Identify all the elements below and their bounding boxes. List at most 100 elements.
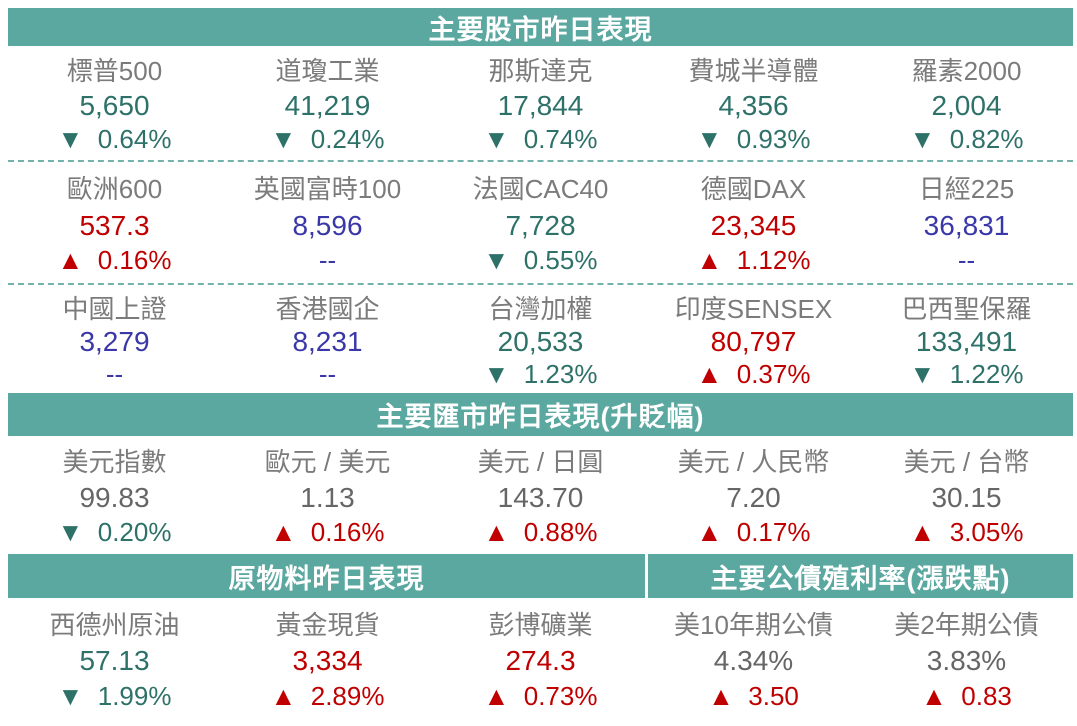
quote-value: 80,797 bbox=[710, 326, 797, 357]
quote-name: 美元 / 台幣 bbox=[903, 447, 1030, 477]
quote-change: ▲ 0.17% bbox=[696, 517, 811, 547]
quote-value: 23,345 bbox=[710, 209, 797, 241]
quote-name: 美元 / 人民幣 bbox=[677, 447, 830, 477]
quote-name: 德國DAX bbox=[700, 173, 807, 204]
quote-value: 57.13 bbox=[79, 645, 150, 676]
quote-change: ▼ 0.24% bbox=[270, 124, 385, 154]
quote-value: 8,231 bbox=[292, 326, 363, 357]
quote-value: 7,728 bbox=[505, 209, 576, 241]
quote-name: 巴西聖保羅 bbox=[901, 293, 1032, 324]
quote-change: ▼ 0.55% bbox=[483, 245, 598, 276]
quote-value: 41,219 bbox=[284, 90, 371, 121]
quote-change: ▼ 0.74% bbox=[483, 124, 598, 154]
quote-change: -- bbox=[318, 358, 337, 389]
quote-value: 36,831 bbox=[923, 209, 1010, 241]
stocks-row-2: 歐洲600 537.3 ▲ 0.16% 英國富時100 8,596 -- 法國C… bbox=[8, 160, 1073, 283]
quote-change: -- bbox=[105, 358, 124, 389]
quote-value: 133,491 bbox=[915, 326, 1018, 357]
commodities-section-header: 原物料昨日表現 bbox=[8, 554, 645, 598]
quote-name: 標普500 bbox=[66, 56, 163, 86]
quote-cell: 標普500 5,650 ▼ 0.64% bbox=[8, 46, 221, 160]
quote-cell: 美元 / 人民幣 7.20 ▲ 0.17% bbox=[647, 436, 860, 554]
quote-change: ▼ 0.64% bbox=[57, 124, 172, 154]
quote-change: ▼ 1.23% bbox=[483, 358, 598, 389]
market-dashboard: 主要股市昨日表現 標普500 5,650 ▼ 0.64% 道瓊工業 41,219… bbox=[8, 8, 1073, 718]
fx-section-header: 主要匯市昨日表現(升貶幅) bbox=[8, 393, 1073, 436]
quote-cell: 道瓊工業 41,219 ▼ 0.24% bbox=[221, 46, 434, 160]
quote-change: ▲ 0.37% bbox=[696, 358, 811, 389]
quote-value: 3,279 bbox=[79, 326, 150, 357]
quote-cell: 黃金現貨 3,334 ▲ 2.89% bbox=[221, 598, 434, 718]
quote-cell: 美2年期公債 3.83% ▲ 0.83 bbox=[860, 598, 1073, 718]
quote-change: ▲ 3.05% bbox=[909, 517, 1024, 547]
quote-name: 彭博礦業 bbox=[488, 609, 593, 640]
quote-change: ▲ 3.50 bbox=[708, 680, 799, 711]
quote-value: 17,844 bbox=[497, 90, 584, 121]
quote-name: 西德州原油 bbox=[49, 609, 180, 640]
bonds-section-header: 主要公債殖利率(漲跌點) bbox=[648, 554, 1073, 598]
quote-name: 歐洲600 bbox=[66, 173, 163, 204]
quote-change: -- bbox=[957, 245, 976, 276]
quote-value: 143.70 bbox=[497, 482, 584, 513]
quote-name: 道瓊工業 bbox=[275, 56, 380, 86]
quote-cell: 西德州原油 57.13 ▼ 1.99% bbox=[8, 598, 221, 718]
quote-value: 4.34% bbox=[713, 645, 794, 676]
quote-cell: 日經225 36,831 -- bbox=[860, 162, 1073, 283]
quote-cell: 美元指數 99.83 ▼ 0.20% bbox=[8, 436, 221, 554]
quote-change: ▲ 1.12% bbox=[696, 245, 811, 276]
quote-change: ▲ 0.73% bbox=[483, 680, 598, 711]
stocks-row-3: 中國上證 3,279 -- 香港國企 8,231 -- 台灣加權 20,533 … bbox=[8, 283, 1073, 393]
quote-cell: 德國DAX 23,345 ▲ 1.12% bbox=[647, 162, 860, 283]
quote-change: ▲ 0.16% bbox=[270, 517, 385, 547]
quote-cell: 美元 / 台幣 30.15 ▲ 3.05% bbox=[860, 436, 1073, 554]
stocks-row-1: 標普500 5,650 ▼ 0.64% 道瓊工業 41,219 ▼ 0.24% … bbox=[8, 46, 1073, 160]
quote-value: 1.13 bbox=[300, 482, 355, 513]
quote-name: 美10年期公債 bbox=[674, 609, 833, 640]
quote-change: ▼ 0.82% bbox=[909, 124, 1024, 154]
quote-cell: 彭博礦業 274.3 ▲ 0.73% bbox=[434, 598, 647, 718]
quote-change: -- bbox=[318, 245, 337, 276]
commodities-bonds-row: 西德州原油 57.13 ▼ 1.99% 黃金現貨 3,334 ▲ 2.89% 彭… bbox=[8, 598, 1073, 718]
quote-change: ▼ 1.22% bbox=[909, 358, 1024, 389]
quote-change: ▼ 0.93% bbox=[696, 124, 811, 154]
quote-name: 台灣加權 bbox=[488, 293, 593, 324]
quote-change: ▼ 1.99% bbox=[57, 680, 172, 711]
quote-cell: 香港國企 8,231 -- bbox=[221, 285, 434, 393]
section-title: 主要匯市昨日表現(升貶幅) bbox=[376, 402, 705, 432]
quote-value: 274.3 bbox=[505, 645, 576, 676]
quote-cell: 那斯達克 17,844 ▼ 0.74% bbox=[434, 46, 647, 160]
quote-cell: 中國上證 3,279 -- bbox=[8, 285, 221, 393]
quote-name: 印度SENSEX bbox=[674, 293, 833, 324]
quote-cell: 台灣加權 20,533 ▼ 1.23% bbox=[434, 285, 647, 393]
quote-value: 7.20 bbox=[726, 482, 781, 513]
quote-cell: 印度SENSEX 80,797 ▲ 0.37% bbox=[647, 285, 860, 393]
quote-name: 美元指數 bbox=[62, 447, 167, 477]
quote-cell: 美元 / 日圓 143.70 ▲ 0.88% bbox=[434, 436, 647, 554]
quote-name: 費城半導體 bbox=[688, 56, 819, 86]
quote-name: 羅素2000 bbox=[911, 56, 1022, 86]
bottom-section-headers: 原物料昨日表現 主要公債殖利率(漲跌點) bbox=[8, 554, 1073, 598]
quote-name: 香港國企 bbox=[275, 293, 380, 324]
quote-value: 537.3 bbox=[79, 209, 150, 241]
quote-name: 英國富時100 bbox=[253, 173, 402, 204]
quote-change: ▲ 2.89% bbox=[270, 680, 385, 711]
quote-change: ▲ 0.88% bbox=[483, 517, 598, 547]
quote-value: 20,533 bbox=[497, 326, 584, 357]
quote-cell: 費城半導體 4,356 ▼ 0.93% bbox=[647, 46, 860, 160]
section-title: 主要股市昨日表現 bbox=[428, 14, 653, 45]
quote-value: 5,650 bbox=[79, 90, 150, 121]
quote-name: 黃金現貨 bbox=[275, 609, 380, 640]
quote-cell: 歐元 / 美元 1.13 ▲ 0.16% bbox=[221, 436, 434, 554]
quote-cell: 法國CAC40 7,728 ▼ 0.55% bbox=[434, 162, 647, 283]
quote-name: 日經225 bbox=[918, 173, 1015, 204]
quote-cell: 羅素2000 2,004 ▼ 0.82% bbox=[860, 46, 1073, 160]
quote-name: 歐元 / 美元 bbox=[264, 447, 391, 477]
quote-value: 4,356 bbox=[718, 90, 789, 121]
quote-value: 3.83% bbox=[926, 645, 1007, 676]
quote-value: 8,596 bbox=[292, 209, 363, 241]
quote-value: 99.83 bbox=[79, 482, 150, 513]
quote-change: ▼ 0.20% bbox=[57, 517, 172, 547]
quote-name: 那斯達克 bbox=[488, 56, 593, 86]
quote-value: 30.15 bbox=[931, 482, 1002, 513]
quote-cell: 美10年期公債 4.34% ▲ 3.50 bbox=[647, 598, 860, 718]
